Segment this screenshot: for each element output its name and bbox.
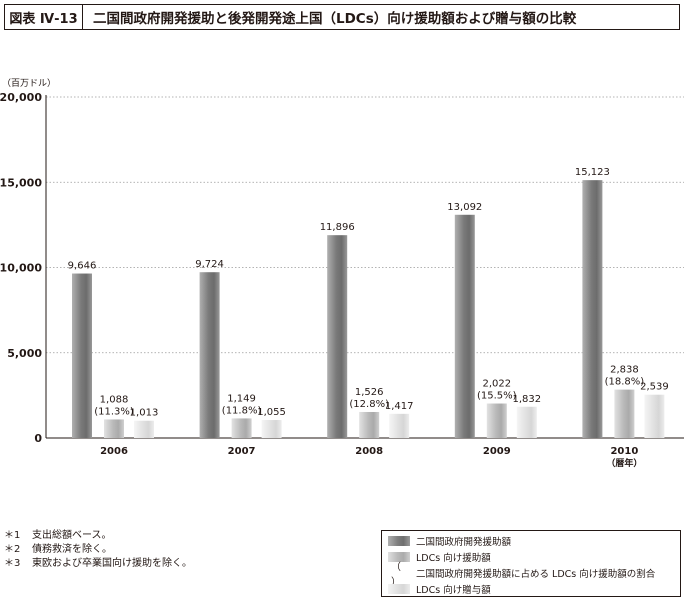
x-tick-label: 2008 [355, 446, 383, 457]
data-label: 1,055 [257, 407, 286, 418]
y-tick-label: 5,000 [7, 347, 42, 360]
percent-label: (18.8%) [605, 377, 645, 388]
bar-series-2-2009 [516, 406, 537, 438]
data-label: 2,022 [482, 379, 511, 390]
bar-series-2-2010 [644, 394, 665, 438]
legend-paren-mark: （ ） [391, 562, 407, 588]
data-label: 15,123 [575, 167, 610, 178]
legend-item-ldc-grant: LDCs 向け贈与額 [388, 581, 674, 597]
percent-label: (12.8%) [349, 399, 389, 410]
footnotes: ＊1 支出総額ベース。 ＊2 債務救済を除く。 ＊3 東欧および卒業国向け援助を… [4, 529, 192, 571]
data-label: 1,417 [385, 401, 414, 412]
legend-item-ldc-ratio: （ ） 二国間政府開発援助額に占める LDCs 向け援助額の割合 [388, 562, 674, 588]
bar-series-0-2009 [454, 214, 475, 438]
bar-series-2-2007 [261, 420, 282, 438]
data-label: 11,896 [320, 222, 355, 233]
axes: 0 5,000 10,000 15,000 20,000 （百万ドル） 2006 2007 20… [0, 78, 684, 469]
percent-label: (11.3%) [94, 406, 134, 417]
chart-legend: 二国間政府開発援助額 LDCs 向け援助額 （ ） 二国間政府開発援助額に占める… [381, 530, 681, 597]
bar-series-0-2006 [72, 273, 92, 438]
legend-swatch-ldc-grant [388, 584, 410, 594]
bar-series-0-2008 [327, 235, 348, 438]
bars [72, 180, 665, 439]
bar-series-1-2006 [104, 419, 124, 438]
percent-label: (15.5%) [477, 391, 517, 402]
data-labels: 9,6461,088(11.3%)1,0139,7241,149(11.8%)1… [68, 167, 669, 419]
data-label: 2,539 [640, 382, 669, 393]
gridlines [46, 96, 684, 354]
y-tick-label: 20,000 [0, 91, 42, 104]
legend-swatch-bilateral-oda [388, 536, 410, 546]
bar-series-1-2010 [614, 389, 635, 438]
bar-series-1-2009 [486, 403, 507, 438]
bar-series-1-2008 [359, 411, 380, 438]
x-tick-label: 2006 [100, 446, 128, 457]
data-label: 9,646 [68, 261, 97, 272]
data-label: 1,149 [227, 393, 256, 404]
y-tick-label: 10,000 [0, 262, 42, 275]
data-label: 1,526 [355, 387, 384, 398]
bar-series-1-2007 [231, 418, 252, 438]
bar-series-0-2010 [582, 180, 603, 439]
data-label: 9,724 [195, 259, 224, 270]
footnote-3: ＊3 東欧および卒業国向け援助を除く。 [4, 558, 192, 569]
footnote-2: ＊2 債務救済を除く。 [4, 544, 112, 555]
data-label: 1,088 [100, 394, 129, 405]
bar-series-0-2007 [199, 272, 220, 438]
data-label: 13,092 [447, 202, 482, 213]
legend-item-bilateral-oda: 二国間政府開発援助額 [388, 533, 674, 549]
y-unit-label: （百万ドル） [2, 78, 56, 89]
bar-series-2-2006 [134, 420, 154, 438]
footnote-1: ＊1 支出総額ベース。 [4, 530, 112, 541]
bar-series-2-2008 [389, 413, 410, 438]
figure-title: 二国間政府開発援助と後発開発途上国（LDCs）向け援助額および贈与額の比較 [93, 11, 577, 27]
figure-header: 図表 Ⅳ-13 二国間政府開発援助と後発開発途上国（LDCs）向け援助額および贈… [4, 4, 680, 30]
figure-label: 図表 Ⅳ-13 [5, 5, 83, 29]
x-tick-label: 2010 [610, 446, 638, 457]
x-unit-label: （暦年） [606, 457, 642, 469]
data-label: 1,013 [130, 408, 159, 419]
y-tick-label: 15,000 [0, 176, 42, 189]
x-tick-label: 2007 [228, 446, 256, 457]
y-tick-label: 0 [34, 432, 42, 445]
data-label: 2,838 [610, 365, 639, 376]
legend-swatch-ldc-aid [388, 552, 410, 562]
percent-label: (11.8%) [222, 405, 262, 416]
x-tick-label: 2009 [483, 446, 511, 457]
legend-item-ldc-aid: LDCs 向け援助額 [388, 549, 674, 565]
data-label: 1,832 [512, 394, 541, 405]
